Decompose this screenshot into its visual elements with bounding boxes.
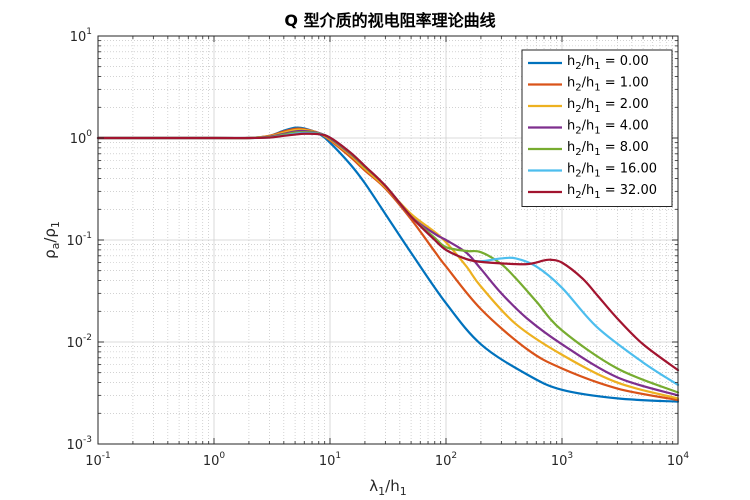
y-tick-labels: 10-3 10-2 10-1 100 101 (66, 27, 92, 453)
x-tick-labels: 10-1 100 101 102 103 104 (85, 451, 689, 469)
series-lines (96, 126, 680, 403)
series-line-6 (96, 132, 680, 372)
legend-entry: h2/h1 = 1.00 (567, 76, 649, 94)
legend-entry: h2/h1 = 0.00 (567, 54, 649, 72)
x-tick-label: 100 (203, 451, 226, 469)
legend-entry: h2/h1 = 4.00 (567, 119, 649, 137)
y-tick-label: 10-3 (66, 435, 92, 453)
x-tick-label: 104 (667, 451, 690, 469)
x-tick-label: 10-1 (85, 451, 111, 469)
legend-entry: h2/h1 = 32.00 (567, 183, 657, 201)
chart-title: Q 型介质的视电阻率理论曲线 (284, 11, 495, 30)
legend-entry: h2/h1 = 2.00 (567, 97, 649, 115)
x-tick-label: 102 (435, 451, 457, 469)
y-tick-label: 101 (70, 27, 92, 45)
y-tick-label: 10-2 (66, 333, 92, 351)
y-tick-label: 100 (70, 129, 93, 147)
y-axis-label: ρa/ρ1 (41, 221, 62, 259)
legend: h2/h1 = 0.00 h2/h1 = 1.00 h2/h1 = 2.00 h2/h… (521, 49, 673, 207)
legend-entry: h2/h1 = 8.00 (567, 140, 649, 158)
x-tick-label: 103 (551, 451, 573, 469)
axis-ticks (97, 35, 679, 445)
x-axis-label: λ1/h1 (369, 477, 406, 498)
x-tick-label: 101 (319, 451, 341, 469)
y-tick-label: 10-1 (66, 231, 92, 249)
legend-entry: h2/h1 = 16.00 (567, 162, 657, 180)
